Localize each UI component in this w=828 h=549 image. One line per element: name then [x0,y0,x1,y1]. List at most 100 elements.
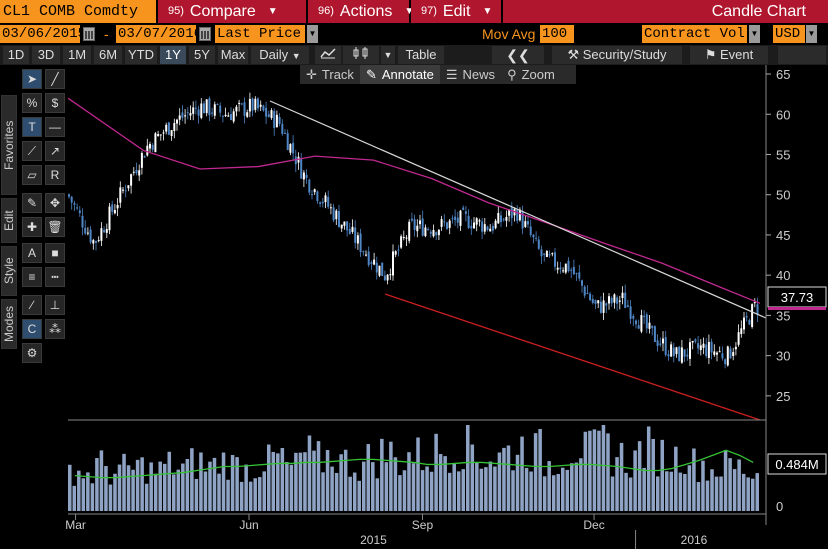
period-1y-button[interactable]: 1Y [160,46,186,64]
track-label: Track [321,67,354,82]
volume-bar [104,466,108,511]
period-3d-button[interactable]: 3D [32,46,60,64]
chevron-down-icon[interactable]: ▼ [806,25,817,43]
period-1m-button[interactable]: 1M [63,46,91,64]
magnet-icon[interactable]: C [22,319,42,339]
candle-body [724,359,727,365]
candle-body [95,241,97,243]
tab-edit[interactable]: Edit [1,198,17,243]
candle-body [500,215,502,222]
chevron-down-icon[interactable]: ▼ [307,25,318,43]
candle-body [537,239,540,249]
zoom-button[interactable]: ⚲ Zoom [501,65,561,84]
frequency-select[interactable]: Daily ▼ [251,46,309,64]
trendline-icon[interactable]: ⟋ [22,141,42,161]
chevron-down-icon[interactable]: ▼ [749,25,760,43]
anchor-icon[interactable]: ⊥ [45,295,65,315]
volume-bar [366,444,371,511]
track-button[interactable]: ✛ Track [300,65,360,84]
upper-trendline[interactable] [269,100,767,319]
collapse-left-icon[interactable]: ❮❮ [492,46,544,64]
volume-bar [687,465,692,511]
period-6m-button[interactable]: 6M [94,46,122,64]
period-1d-button[interactable]: 1D [3,46,29,64]
font-style-icon[interactable]: A [22,243,42,263]
candle-body [635,320,637,325]
ray-icon[interactable]: ↗ [45,141,65,161]
line-draw-icon[interactable]: ╱ [45,69,65,89]
tab-modes[interactable]: Modes [1,299,17,349]
security-study-button[interactable]: ⚒ Security/Study [552,46,682,64]
compare-button[interactable]: 95) Compare ▼ [158,0,308,23]
volume-field-select[interactable]: Contract Vol [642,25,747,43]
channel-icon[interactable]: ▱ [22,165,42,185]
tab-style[interactable]: Style [1,246,17,296]
news-button[interactable]: ☰ News [440,65,501,84]
candle-body [173,123,176,131]
calendar-icon[interactable] [83,27,95,41]
calendar-icon[interactable] [199,27,211,41]
x-tick-label: Mar [65,518,86,532]
currency-select[interactable]: USD [773,25,805,43]
volume-bar [475,462,479,511]
price-field-select[interactable]: Last Price [215,25,305,43]
volume-bar [361,461,366,511]
candle-body [170,130,173,137]
candle-body [554,252,556,267]
lower-trendline[interactable] [384,293,761,421]
event-label: Event [720,47,754,62]
candle-body [257,98,259,109]
trash-icon[interactable]: 🗑 [45,217,65,237]
candle-body [251,98,254,111]
candle-body [356,235,359,244]
actions-button[interactable]: 96) Actions ▼ [308,0,414,23]
volume-bar [267,444,271,511]
pencil-icon[interactable]: ✎ [22,193,42,213]
candle-body [556,267,559,270]
tab-favorites[interactable]: Favorites [1,95,17,195]
volume-bar [248,481,253,511]
text-tool-icon[interactable]: T [22,117,42,137]
candle-chart-icon[interactable] [343,46,379,64]
end-date-field[interactable]: 03/07/2016 [116,25,203,43]
period-5y-button[interactable]: 5Y [189,46,215,64]
period-ytd-button[interactable]: YTD [125,46,157,64]
edit-button[interactable]: 97) Edit ▼ [411,0,503,23]
gear-icon[interactable]: ⚙ [22,343,42,363]
annotate-button[interactable]: ✎ Annotate [359,65,440,84]
snap-icon[interactable]: ∕ [22,295,42,315]
actions-label: Actions [339,3,393,20]
percent-tool-icon[interactable]: % [22,93,42,113]
pointer-icon[interactable]: ➤ [22,69,42,89]
volume-bar [95,458,99,511]
start-date-field[interactable]: 03/06/2015 [0,25,87,43]
chevron-down-icon[interactable]: ▼ [381,46,395,64]
toolbar-extra [778,46,826,64]
candle-body [540,249,543,257]
table-button[interactable]: Table [398,46,444,64]
horizontal-line-icon[interactable]: — [45,117,65,137]
line-weight-icon[interactable]: ≡ [22,267,42,287]
line-chart-icon[interactable] [315,46,341,64]
fill-color-icon[interactable]: ■ [45,243,65,263]
ticker-field[interactable]: CL1 COMB Comdty [0,0,158,23]
candle-body [157,134,160,136]
volume-bar [352,472,357,511]
add-point-icon[interactable]: ✚ [22,217,42,237]
candle-body [529,226,532,236]
volume-bar [167,451,172,511]
price-tool-icon[interactable]: $ [45,93,65,113]
mov-avg-input[interactable]: 100 [540,25,574,43]
candle-body [629,306,632,319]
color-dots-icon[interactable]: ⁂ [45,319,65,339]
volume-bar [547,461,551,511]
move-icon[interactable]: ✥ [45,193,65,213]
event-button[interactable]: ⚑ Event [690,46,768,64]
candle-body [108,206,111,231]
period-max-button[interactable]: Max [218,46,248,64]
regression-icon[interactable]: R [45,165,65,185]
candle-body [97,240,100,242]
candle-body [286,133,289,151]
line-style-icon[interactable]: ┅ [45,267,65,287]
